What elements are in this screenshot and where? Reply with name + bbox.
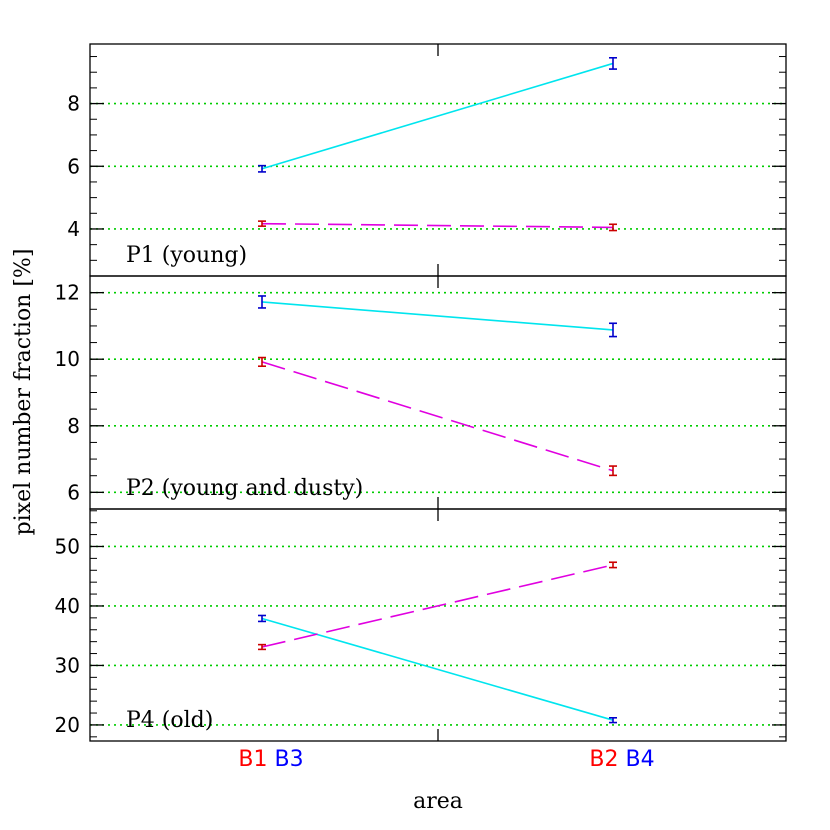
panel-3: 20 30 40 50 P4 (old)	[55, 508, 787, 742]
x-category-part: B4	[619, 747, 655, 772]
panel-frame	[89, 275, 787, 510]
panel-1: 4 6 8 P1 (young)	[67, 43, 787, 277]
y-axis-title: pixel number fraction [%]	[11, 249, 36, 536]
x-axis-title: area	[413, 789, 463, 814]
y-tick-label: 40	[55, 594, 80, 618]
panel-frame	[89, 508, 787, 742]
y-tick-label: 10	[55, 347, 80, 371]
x-category-part: B2	[589, 747, 618, 772]
panel-frame	[89, 43, 787, 277]
panel-2: 6 8 10 12 P2 (young and dusty)	[55, 275, 787, 510]
panel-label: P2 (young and dusty)	[126, 476, 363, 501]
y-tick-label: 50	[55, 534, 80, 558]
chart-panels: 4 6 8 P1 (young) 6 8 10 12 P2 (young and dusty) 2…	[55, 43, 787, 742]
y-tick-label: 20	[55, 713, 80, 737]
y-tick-label: 30	[55, 653, 80, 677]
series-line	[261, 222, 614, 229]
panel-label: P1 (young)	[126, 243, 247, 268]
panel-label: P4 (old)	[126, 708, 213, 733]
series-line	[261, 617, 614, 721]
y-tick-label: 6	[67, 480, 80, 504]
x-category-part: B1	[238, 747, 267, 772]
x-category-part: B3	[268, 747, 304, 772]
y-tick-label: 12	[55, 281, 80, 305]
series-line	[261, 564, 614, 648]
y-tick-label: 8	[67, 414, 80, 438]
x-category-label: B2 B4	[589, 747, 654, 772]
x-category-labels: B1 B3 B2 B4	[238, 747, 654, 772]
y-tick-label: 6	[67, 154, 80, 178]
x-category-label: B1 B3	[238, 747, 303, 772]
y-tick-label: 4	[67, 217, 80, 241]
y-tick-label: 8	[67, 92, 80, 116]
series-line	[261, 361, 614, 472]
series-line	[261, 301, 614, 331]
series-line	[261, 62, 614, 170]
